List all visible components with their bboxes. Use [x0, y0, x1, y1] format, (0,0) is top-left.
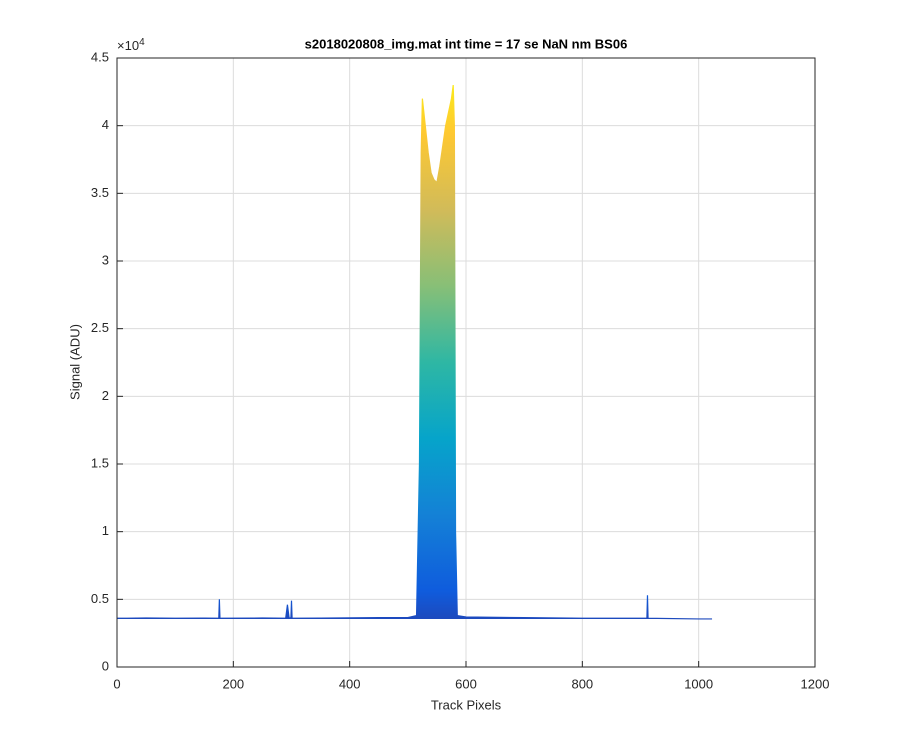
x-tick-label: 400 — [339, 676, 361, 691]
multiplier-exponent: 4 — [139, 37, 145, 48]
plot-frame — [116, 57, 816, 668]
y-tick-label: 2.5 — [91, 320, 109, 335]
y-multiplier: ×104 — [117, 37, 145, 54]
y-tick-label: 2 — [102, 388, 109, 403]
x-tick-label: 1200 — [801, 676, 830, 691]
x-tick-label: 200 — [222, 676, 244, 691]
y-axis-label: Signal (ADU) — [67, 324, 82, 400]
y-tick-label: 0 — [102, 658, 109, 673]
y-tick-label: 4 — [102, 117, 109, 132]
x-tick-label: 0 — [113, 676, 120, 691]
y-tick-label: 1.5 — [91, 455, 109, 470]
x-tick-label: 1000 — [684, 676, 713, 691]
y-tick-label: 4.5 — [91, 49, 109, 64]
x-tick-label: 600 — [455, 676, 477, 691]
y-tick-label: 3.5 — [91, 185, 109, 200]
y-tick-label: 3 — [102, 252, 109, 267]
y-tick-label: 0.5 — [91, 591, 109, 606]
x-axis-label: Track Pixels — [431, 697, 502, 712]
multiplier-base: ×10 — [117, 38, 139, 53]
y-tick-label: 1 — [102, 523, 109, 538]
x-tick-label: 800 — [571, 676, 593, 691]
chart-title: s2018020808_img.mat int time = 17 se NaN… — [305, 36, 628, 51]
series-area — [117, 85, 713, 619]
series-line — [116, 84, 713, 620]
